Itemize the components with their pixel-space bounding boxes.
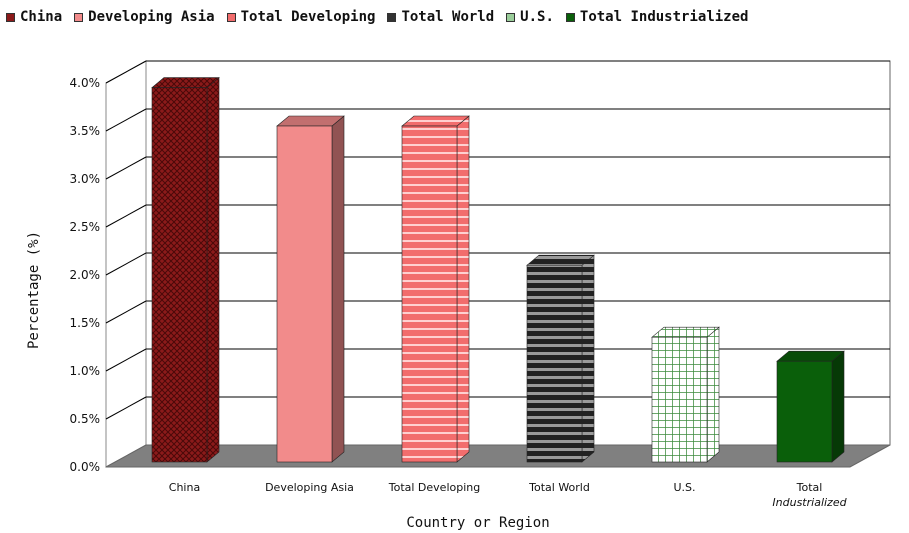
legend-item-china: China (6, 9, 62, 25)
legend-item-total-developing: Total Developing (226, 9, 376, 25)
bar-top-developing-asia (276, 115, 345, 127)
bar-china (151, 87, 208, 463)
bar-u-s (651, 336, 708, 463)
bar-side-total-developing (456, 115, 470, 463)
y-tick-label: 3.0% (70, 172, 101, 186)
legend-swatch (565, 12, 575, 22)
gridline-side (105, 300, 147, 324)
legend-label: China (20, 9, 63, 25)
legend-item-total-industrialized: Total Industrialized (565, 9, 749, 25)
legend-swatch (387, 12, 397, 22)
gridline-side (105, 60, 147, 84)
legend-label: Total World (401, 9, 495, 25)
gridline-side (105, 108, 147, 132)
legend-item-developing-asia: Developing Asia (74, 9, 215, 25)
chart-legend: China Developing Asia Total Developing Tota… (0, 6, 909, 28)
legend-swatch (226, 12, 236, 22)
x-tick-label: Industrialized (772, 496, 847, 509)
y-tick-label: 0.5% (70, 412, 101, 426)
y-tick-label: 1.5% (70, 316, 101, 330)
x-tick-label: China (169, 481, 200, 494)
x-tick-label: U.S. (673, 481, 695, 494)
y-tick-label: 2.5% (70, 220, 101, 234)
bar-top-total-industrialized (776, 350, 845, 362)
x-tick-label: Total World (528, 481, 590, 494)
legend-item-u-s: U.S. (506, 9, 554, 25)
legend-swatch (74, 12, 84, 22)
gridline-side (105, 252, 147, 276)
y-tick-label: 1.0% (70, 364, 101, 378)
y-tick-label: 0.0% (70, 460, 101, 474)
gridline-side (105, 396, 147, 420)
y-tick-label: 4.0% (70, 76, 101, 90)
y-tick-label: 3.5% (70, 124, 101, 138)
legend-swatch (6, 12, 15, 22)
gridline-side (105, 204, 147, 228)
y-tick-label: 2.0% (70, 268, 101, 282)
legend-label: U.S. (520, 9, 554, 25)
bar-top-total-developing (401, 115, 470, 127)
bar-side-u-s (706, 326, 720, 463)
gridline-side (105, 156, 147, 180)
legend-label: Developing Asia (88, 9, 215, 25)
bar-side-total-industrialized (831, 350, 845, 463)
chart-floor (105, 444, 891, 468)
bar-top-total-world (526, 254, 595, 266)
bar-total-industrialized (776, 360, 833, 463)
x-axis-title: Country or Region (406, 515, 549, 531)
bar-side-total-world (581, 254, 595, 463)
x-tick-label: Developing Asia (265, 481, 354, 494)
x-tick-label: Total (796, 481, 823, 494)
bar-side-developing-asia (331, 115, 345, 463)
gridline-side (105, 348, 147, 372)
bar-total-world (526, 264, 583, 463)
legend-label: Total Industrialized (579, 9, 749, 25)
bar-top-china (151, 77, 220, 88)
bar-developing-asia (276, 125, 333, 463)
bar-side-china (206, 76, 220, 463)
legend-label: Total Developing (240, 9, 376, 25)
bar-total-developing (401, 125, 458, 463)
legend-item-total-world: Total World (387, 9, 494, 25)
bar-top-u-s (651, 326, 720, 338)
legend-swatch (506, 12, 516, 22)
x-tick-label: Total Developing (388, 481, 480, 494)
y-axis-title: Percentage (%) (26, 231, 42, 349)
